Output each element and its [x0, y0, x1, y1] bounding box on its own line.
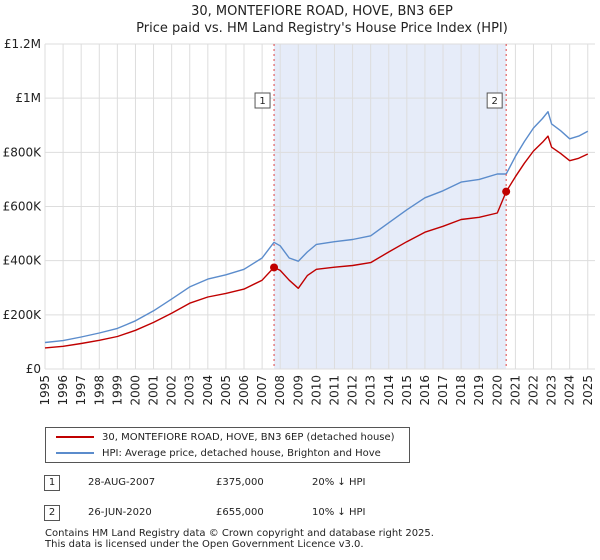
annotation-box — [254, 92, 271, 109]
x-tick-label: 2009 — [291, 375, 305, 406]
x-tick-label: 2018 — [454, 375, 468, 406]
legend: 30, MONTEFIORE ROAD, HOVE, BN3 6EP (deta… — [45, 427, 410, 463]
axes: £0 £200K £400K £600K £800K £1M £1.2M 1995 1996 19… — [3, 37, 595, 406]
x-tick-label: 2017 — [436, 375, 450, 406]
annotation-label: 2 — [491, 96, 497, 107]
transaction-date: 26-JUN-2020 — [88, 507, 152, 518]
grid-lines — [44, 43, 595, 370]
x-tick-label: 2020 — [490, 375, 504, 406]
x-tick-label: 1997 — [74, 375, 88, 406]
y-tick-label: £600K — [3, 200, 43, 214]
annotation-box — [486, 92, 503, 109]
transaction-price: £655,000 — [216, 507, 264, 518]
x-tick-label: 2000 — [128, 375, 142, 406]
sale-point — [502, 187, 511, 196]
y-tick-label: £400K — [3, 254, 43, 268]
x-tick-label: 2002 — [165, 375, 179, 406]
x-tick-label: 1996 — [56, 375, 70, 406]
x-tick-label: 1998 — [92, 375, 106, 406]
annotation-label: 1 — [259, 96, 265, 107]
x-tick-label: 1995 — [38, 375, 52, 406]
series-layer — [44, 110, 589, 349]
series-line-hpi — [44, 110, 589, 344]
x-tick-label: 2012 — [346, 375, 360, 406]
legend-swatch-property — [56, 436, 94, 438]
transaction-row: 2 26-JUN-2020 £655,000 10% ↓ HPI — [0, 502, 600, 524]
legend-swatch-hpi — [56, 452, 94, 454]
price-chart: 30, MONTEFIORE ROAD, HOVE, BN3 6EP Price… — [3, 4, 595, 406]
legend-label-property: 30, MONTEFIORE ROAD, HOVE, BN3 6EP (deta… — [102, 432, 395, 443]
x-tick-label: 2022 — [526, 375, 540, 406]
y-tick-label: £1M — [15, 91, 41, 105]
y-tick-label: £200K — [3, 308, 43, 322]
x-tick-label: 2001 — [147, 375, 161, 406]
x-tick-label: 2025 — [581, 375, 595, 406]
transaction-hpi-diff: 20% ↓ HPI — [312, 477, 366, 488]
x-tick-label: 2021 — [508, 375, 522, 406]
x-tick-label: 2019 — [472, 375, 486, 406]
x-tick-label: 2010 — [309, 375, 323, 406]
y-tick-label: £1.2M — [4, 37, 41, 51]
legend-item-hpi: HPI: Average price, detached house, Brig… — [56, 446, 381, 462]
x-tick-label: 2007 — [255, 375, 269, 406]
transaction-badge: 1 — [44, 475, 60, 491]
series-line-property — [44, 135, 589, 349]
footer-copyright: Contains HM Land Registry data © Crown c… — [45, 528, 434, 539]
x-tick-label: 1999 — [110, 375, 124, 406]
chart-title: 30, MONTEFIORE ROAD, HOVE, BN3 6EP — [191, 4, 453, 19]
transaction-badge: 2 — [44, 505, 60, 521]
x-tick-label: 2008 — [273, 375, 287, 406]
chart-subtitle: Price paid vs. HM Land Registry's House … — [136, 21, 508, 36]
x-tick-label: 2005 — [219, 375, 233, 406]
x-tick-label: 2013 — [364, 375, 378, 406]
legend-label-hpi: HPI: Average price, detached house, Brig… — [102, 448, 381, 459]
x-tick-label: 2004 — [201, 375, 215, 406]
x-tick-label: 2023 — [545, 375, 559, 406]
legend-item-property: 30, MONTEFIORE ROAD, HOVE, BN3 6EP (deta… — [56, 430, 395, 446]
transaction-price: £375,000 — [216, 477, 264, 488]
y-tick-label: £800K — [3, 145, 43, 159]
x-tick-label: 2016 — [418, 375, 432, 406]
transaction-row: 1 28-AUG-2007 £375,000 20% ↓ HPI — [0, 472, 600, 494]
transaction-hpi-diff: 10% ↓ HPI — [312, 507, 366, 518]
footer-licence: This data is licensed under the Open Gov… — [45, 539, 364, 550]
y-tick-label: £0 — [26, 362, 41, 376]
footer: Contains HM Land Registry data © Crown c… — [45, 528, 434, 550]
x-tick-label: 2003 — [183, 375, 197, 406]
x-tick-label: 2006 — [237, 375, 251, 406]
transaction-date: 28-AUG-2007 — [88, 477, 156, 488]
x-tick-label: 2015 — [400, 375, 414, 406]
sale-point — [270, 263, 279, 272]
x-tick-label: 2024 — [563, 375, 577, 406]
x-tick-label: 2011 — [327, 375, 341, 406]
x-tick-label: 2014 — [382, 375, 396, 406]
